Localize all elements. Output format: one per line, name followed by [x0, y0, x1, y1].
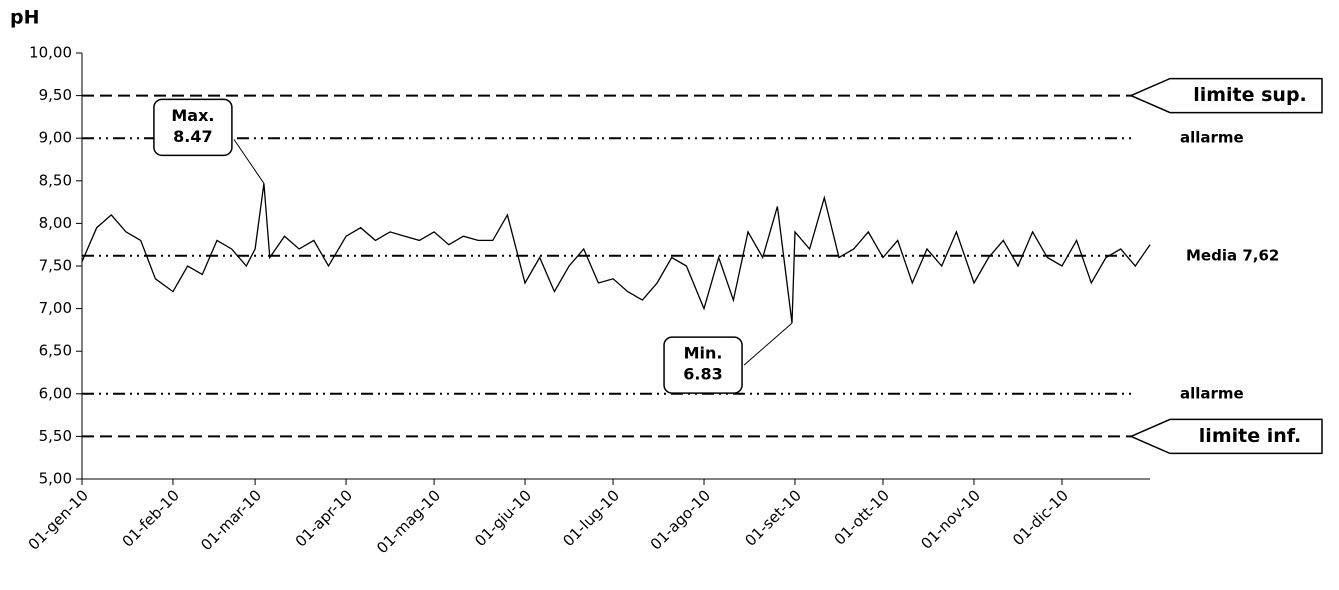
callout-leader	[743, 322, 793, 366]
reference-label: Media 7,62	[1186, 246, 1279, 264]
label-arrow-box	[1129, 77, 1323, 114]
x-tick-label: 01-lug-10	[559, 486, 623, 550]
callout-leader	[233, 139, 265, 184]
y-tick-label: 6,50	[39, 342, 72, 360]
data-line	[81, 183, 1151, 324]
x-tick-label: 01-set-10	[741, 486, 805, 550]
annotation-value: 8.47	[173, 127, 212, 146]
x-tick-label: 01-mar-10	[197, 486, 265, 554]
y-tick-label: 7,50	[39, 257, 72, 275]
x-tick-label: 01-nov-10	[917, 486, 984, 553]
x-tick-label: 01-giu-10	[471, 486, 535, 550]
x-tick-label: 01-ago-10	[647, 486, 714, 553]
y-tick-label: 5,50	[39, 427, 72, 445]
annotation-text: Max.	[171, 106, 214, 125]
reference-label: limite sup.	[1193, 84, 1307, 106]
y-tick-label: 9,00	[39, 129, 72, 147]
reference-label: allarme	[1180, 384, 1244, 402]
callout-box	[663, 336, 743, 394]
y-tick-label: 5,00	[39, 470, 72, 488]
annotation-text: Min.	[684, 344, 723, 363]
y-tick-label: 9,50	[39, 86, 72, 104]
x-tick-label: 01-ott-10	[831, 486, 893, 548]
y-tick-label: 7,00	[39, 299, 72, 317]
x-tick-label: 01-mag-10	[373, 486, 444, 557]
x-tick-label: 01-dic-10	[1009, 486, 1072, 549]
x-tick-label: 01-gen-10	[25, 486, 92, 553]
x-tick-label: 01-apr-10	[292, 486, 356, 550]
axis-title: pH	[10, 7, 40, 29]
annotation-value: 6.83	[683, 365, 722, 384]
label-arrow-box	[1129, 418, 1323, 455]
reference-label: limite inf.	[1199, 425, 1301, 447]
y-tick-label: 8,00	[39, 214, 72, 232]
y-tick-label: 6,00	[39, 384, 72, 402]
y-tick-label: 10,00	[29, 44, 72, 62]
callout-box	[153, 98, 233, 157]
x-tick-label: 01-feb-10	[119, 486, 183, 550]
y-tick-label: 8,50	[39, 171, 72, 189]
reference-label: allarme	[1180, 129, 1244, 147]
